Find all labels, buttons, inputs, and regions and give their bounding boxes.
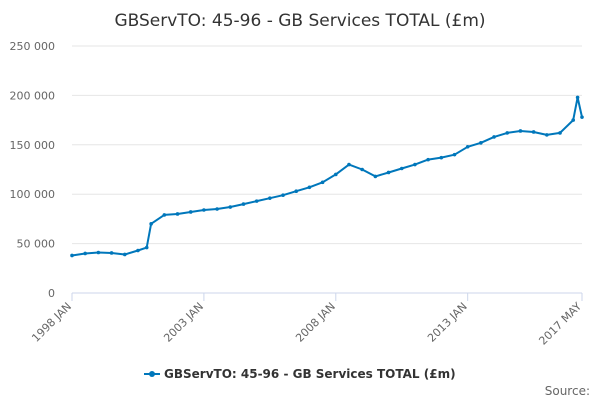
y-tick-label: 150 000	[10, 139, 56, 152]
data-point[interactable]	[465, 144, 470, 149]
data-point[interactable]	[241, 202, 246, 206]
data-point[interactable]	[122, 252, 127, 257]
y-tick-label: 100 000	[10, 188, 56, 201]
data-point[interactable]	[558, 131, 562, 135]
data-point[interactable]	[505, 131, 510, 135]
data-point[interactable]	[333, 172, 338, 177]
y-axis-labels: 0 50 000 100 000 150 000 200 000 250 000	[10, 40, 56, 300]
data-point[interactable]	[294, 189, 299, 194]
gridlines	[72, 45, 582, 245]
data-point[interactable]	[70, 253, 74, 258]
data-point[interactable]	[144, 245, 149, 250]
legend-symbol-marker	[149, 371, 155, 377]
data-point[interactable]	[492, 135, 496, 139]
chart-title: GBServTO: 45-96 - GB Services TOTAL (£m)	[114, 11, 485, 31]
x-tick-label: 2013 JAN	[425, 300, 470, 345]
x-tick-label: 2008 JAN	[293, 300, 338, 345]
y-tick-label: 200 000	[10, 89, 56, 102]
data-point[interactable]	[545, 133, 549, 137]
data-point[interactable]	[307, 185, 312, 190]
data-point[interactable]	[96, 250, 101, 255]
data-point[interactable]	[254, 199, 259, 203]
x-axis: 1998 JAN 2003 JAN 2008 JAN 2013 JAN 2017 MAY	[29, 292, 584, 348]
y-tick-label: 250 000	[10, 40, 56, 53]
source-credit[interactable]: Source:	[545, 384, 590, 398]
series-layer	[70, 95, 584, 258]
data-point[interactable]	[531, 130, 536, 134]
data-point[interactable]	[360, 167, 364, 172]
data-point[interactable]	[268, 196, 272, 200]
data-point[interactable]	[413, 162, 417, 167]
data-point[interactable]	[162, 213, 167, 217]
data-point[interactable]	[399, 166, 404, 171]
x-tick-label: 2017 MAY	[536, 300, 584, 348]
data-point[interactable]	[175, 212, 180, 216]
data-point[interactable]	[347, 162, 351, 167]
y-tick-label: 0	[48, 287, 55, 300]
data-point[interactable]	[439, 155, 444, 160]
data-point[interactable]	[202, 208, 206, 212]
data-point[interactable]	[575, 95, 580, 100]
data-point[interactable]	[373, 174, 378, 179]
data-point[interactable]	[479, 141, 483, 145]
data-point[interactable]	[452, 152, 457, 157]
data-point[interactable]	[571, 118, 576, 122]
data-point[interactable]	[136, 248, 140, 253]
data-point[interactable]	[109, 251, 114, 255]
data-point[interactable]	[188, 210, 193, 214]
data-point[interactable]	[386, 170, 391, 175]
x-tick-label: 1998 JAN	[29, 300, 74, 345]
data-point[interactable]	[281, 193, 285, 197]
x-tick-label: 2003 JAN	[161, 300, 206, 345]
data-point[interactable]	[215, 207, 219, 211]
data-point[interactable]	[518, 129, 523, 133]
data-point[interactable]	[83, 251, 87, 256]
data-point[interactable]	[228, 205, 233, 209]
y-tick-label: 50 000	[17, 238, 56, 251]
data-point[interactable]	[320, 180, 325, 185]
data-point[interactable]	[426, 157, 430, 162]
legend[interactable]: GBServTO: 45-96 - GB Services TOTAL (£m)	[144, 367, 456, 381]
data-point[interactable]	[580, 115, 584, 119]
data-point[interactable]	[149, 222, 153, 226]
series-line[interactable]	[71, 96, 583, 257]
legend-item-label: GBServTO: 45-96 - GB Services TOTAL (£m)	[164, 367, 456, 381]
